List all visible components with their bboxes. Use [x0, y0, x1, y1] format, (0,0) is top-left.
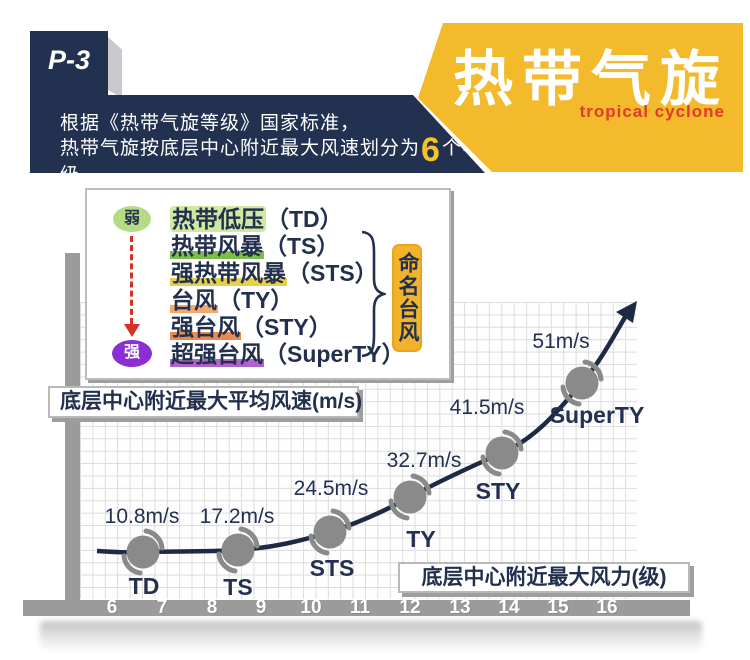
legend-item-code: （TD） [266, 206, 343, 232]
category-label: SuperTY [549, 402, 645, 428]
x-tick: 13 [449, 597, 471, 618]
legend-item: 热带低压（TD） [170, 206, 343, 232]
legend-item-name: 强台风 [170, 314, 241, 340]
x-tick: 11 [349, 597, 371, 618]
category-label: STY [475, 478, 521, 504]
y-axis-label-box: 底层中心附近最大平均风速(m/s) [48, 386, 362, 418]
x-tick: 16 [596, 597, 618, 618]
banner-note-line1: 根据《热带气旋等级》国家标准， [60, 113, 361, 134]
category-label: TY [406, 526, 436, 552]
legend-box: 弱 强 热带低压（TD） 热带风暴（TS） 强热带风暴（STS） 台风（TY） … [85, 188, 451, 380]
page-tab-shadow [107, 36, 122, 98]
title-banner: 热带气旋 tropical cyclone [418, 23, 743, 172]
x-tick: 6 [106, 597, 118, 618]
legend-item: 台风（TY） [170, 287, 293, 313]
naming-typhoon-tag: 命名台风 [392, 244, 422, 352]
category-label: TD [128, 573, 160, 599]
x-tick: 12 [399, 597, 421, 618]
category-label: TS [223, 574, 253, 600]
x-tick: 14 [498, 597, 520, 618]
x-tick: 9 [255, 597, 267, 618]
intensity-arrow-line [130, 236, 133, 324]
legend-item-name: 强热带风暴 [170, 260, 287, 286]
legend-item: 热带风暴（TS） [170, 233, 339, 259]
legend-item-name: 热带风暴 [170, 233, 264, 259]
x-axis-bar: 6 7 8 9 10 11 12 13 14 15 16 [23, 597, 690, 618]
page-title: 热带气旋 [453, 46, 729, 113]
header-banner: 根据《热带气旋等级》国家标准， 热带气旋按底层中心附近最大风速划分为6个等级。 [30, 95, 485, 173]
page-label: P-3 [47, 45, 91, 75]
legend-item: 强台风（STY） [170, 314, 332, 340]
x-tick: 7 [156, 597, 168, 618]
value-label: 32.7m/s [386, 449, 462, 472]
legend-item-code: （TY） [218, 287, 294, 313]
x-tick: 10 [300, 597, 322, 618]
legend-item-code: （TS） [264, 233, 340, 259]
x-axis-label-box: 底层中心附近最大风力(级) [398, 562, 690, 593]
naming-brace-icon [361, 230, 386, 358]
strong-badge: 强 [112, 340, 152, 367]
y-axis-bar [65, 253, 80, 613]
banner-note-line2: 热带气旋按底层中心附近最大风速划分为6个等级。 [60, 131, 485, 173]
value-label: 51m/s [532, 330, 590, 353]
legend-item-name: 台风 [170, 287, 218, 313]
legend-item-code: （STY） [241, 314, 332, 340]
category-label: STS [309, 555, 355, 581]
intensity-arrow-head-icon [124, 324, 140, 337]
x-tick: 8 [206, 597, 218, 618]
value-label: 17.2m/s [199, 505, 275, 528]
x-tick: 15 [547, 597, 569, 618]
weak-badge: 弱 [113, 206, 151, 232]
value-label: 24.5m/s [293, 477, 369, 500]
legend-item-name: 热带低压 [170, 206, 266, 232]
page-subtitle: tropical cyclone [579, 102, 725, 121]
axis-shadow [40, 621, 702, 649]
value-label: 41.5m/s [449, 396, 525, 419]
note-count: 6 [421, 131, 441, 169]
note-pre: 热带气旋按底层中心附近最大风速划分为 [60, 138, 421, 159]
page-tab: P-3 [30, 31, 108, 98]
legend-item: 强热带风暴（STS） [170, 260, 378, 286]
legend-item-name: 超强台风 [170, 341, 264, 367]
value-label: 10.8m/s [104, 505, 180, 528]
legend-item-code: （STS） [287, 260, 378, 286]
